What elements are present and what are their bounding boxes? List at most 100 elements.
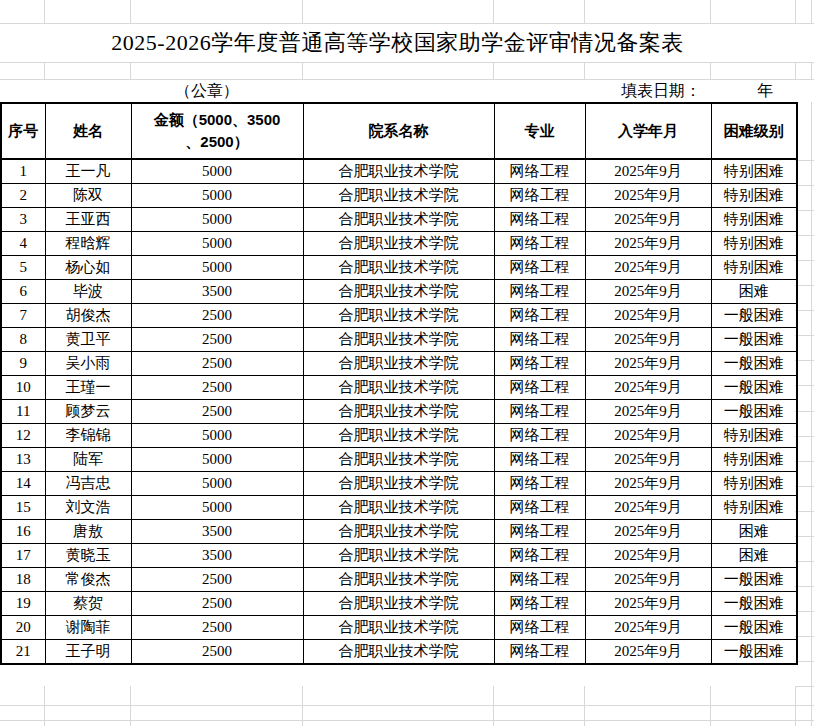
cell-level[interactable]: 困难 <box>711 280 797 304</box>
cell-amount[interactable]: 5000 <box>131 472 303 496</box>
cell-enroll[interactable]: 2025年9月 <box>585 568 711 592</box>
cell-dept[interactable]: 合肥职业技术学院 <box>303 159 494 184</box>
cell-dept[interactable]: 合肥职业技术学院 <box>303 304 494 328</box>
cell-level[interactable]: 特别困难 <box>711 159 797 184</box>
cell-no[interactable]: 14 <box>1 472 45 496</box>
column-header[interactable]: 困难级别 <box>711 103 797 159</box>
cell-major[interactable]: 网络工程 <box>494 328 585 352</box>
cell-enroll[interactable]: 2025年9月 <box>585 472 711 496</box>
cell-level[interactable]: 一般困难 <box>711 376 797 400</box>
cell-dept[interactable]: 合肥职业技术学院 <box>303 424 494 448</box>
cell-no[interactable]: 8 <box>1 328 45 352</box>
column-header[interactable]: 序号 <box>1 103 45 159</box>
cell-amount[interactable]: 5000 <box>131 159 303 184</box>
cell-amount[interactable]: 3500 <box>131 544 303 568</box>
cell-name[interactable]: 刘文浩 <box>45 496 131 520</box>
cell-no[interactable]: 18 <box>1 568 45 592</box>
cell-level[interactable]: 特别困难 <box>711 256 797 280</box>
cell-no[interactable]: 2 <box>1 184 45 208</box>
cell-dept[interactable]: 合肥职业技术学院 <box>303 544 494 568</box>
cell-no[interactable]: 15 <box>1 496 45 520</box>
cell-amount[interactable]: 3500 <box>131 520 303 544</box>
cell-major[interactable]: 网络工程 <box>494 159 585 184</box>
cell-level[interactable]: 特别困难 <box>711 424 797 448</box>
cell-enroll[interactable]: 2025年9月 <box>585 424 711 448</box>
cell-name[interactable]: 王亚西 <box>45 208 131 232</box>
cell-dept[interactable]: 合肥职业技术学院 <box>303 232 494 256</box>
cell-level[interactable]: 困难 <box>711 544 797 568</box>
cell-level[interactable]: 困难 <box>711 520 797 544</box>
cell-major[interactable]: 网络工程 <box>494 376 585 400</box>
cell-enroll[interactable]: 2025年9月 <box>585 520 711 544</box>
cell-no[interactable]: 17 <box>1 544 45 568</box>
column-header[interactable]: 入学年月 <box>585 103 711 159</box>
cell-enroll[interactable]: 2025年9月 <box>585 184 711 208</box>
cell-name[interactable]: 唐敖 <box>45 520 131 544</box>
cell-dept[interactable]: 合肥职业技术学院 <box>303 640 494 665</box>
cell-level[interactable]: 一般困难 <box>711 592 797 616</box>
cell-amount[interactable]: 2500 <box>131 304 303 328</box>
cell-enroll[interactable]: 2025年9月 <box>585 208 711 232</box>
cell-no[interactable]: 21 <box>1 640 45 665</box>
cell-dept[interactable]: 合肥职业技术学院 <box>303 280 494 304</box>
cell-name[interactable]: 王瑾一 <box>45 376 131 400</box>
cell-enroll[interactable]: 2025年9月 <box>585 592 711 616</box>
cell-level[interactable]: 一般困难 <box>711 568 797 592</box>
cell-major[interactable]: 网络工程 <box>494 400 585 424</box>
cell-dept[interactable]: 合肥职业技术学院 <box>303 568 494 592</box>
cell-enroll[interactable]: 2025年9月 <box>585 159 711 184</box>
cell-no[interactable]: 5 <box>1 256 45 280</box>
cell-amount[interactable]: 5000 <box>131 232 303 256</box>
cell-no[interactable]: 10 <box>1 376 45 400</box>
cell-no[interactable]: 16 <box>1 520 45 544</box>
cell-enroll[interactable]: 2025年9月 <box>585 448 711 472</box>
cell-enroll[interactable]: 2025年9月 <box>585 400 711 424</box>
cell-dept[interactable]: 合肥职业技术学院 <box>303 328 494 352</box>
column-header[interactable]: 姓名 <box>45 103 131 159</box>
cell-enroll[interactable]: 2025年9月 <box>585 352 711 376</box>
cell-level[interactable]: 一般困难 <box>711 400 797 424</box>
cell-major[interactable]: 网络工程 <box>494 520 585 544</box>
cell-name[interactable]: 常俊杰 <box>45 568 131 592</box>
cell-enroll[interactable]: 2025年9月 <box>585 232 711 256</box>
cell-amount[interactable]: 2500 <box>131 400 303 424</box>
cell-major[interactable]: 网络工程 <box>494 592 585 616</box>
cell-name[interactable]: 杨心如 <box>45 256 131 280</box>
cell-major[interactable]: 网络工程 <box>494 232 585 256</box>
cell-major[interactable]: 网络工程 <box>494 448 585 472</box>
cell-name[interactable]: 陆军 <box>45 448 131 472</box>
cell-dept[interactable]: 合肥职业技术学院 <box>303 184 494 208</box>
cell-name[interactable]: 毕波 <box>45 280 131 304</box>
cell-dept[interactable]: 合肥职业技术学院 <box>303 496 494 520</box>
cell-dept[interactable]: 合肥职业技术学院 <box>303 520 494 544</box>
cell-dept[interactable]: 合肥职业技术学院 <box>303 352 494 376</box>
cell-no[interactable]: 11 <box>1 400 45 424</box>
cell-enroll[interactable]: 2025年9月 <box>585 304 711 328</box>
cell-major[interactable]: 网络工程 <box>494 568 585 592</box>
cell-dept[interactable]: 合肥职业技术学院 <box>303 616 494 640</box>
cell-no[interactable]: 3 <box>1 208 45 232</box>
cell-level[interactable]: 一般困难 <box>711 640 797 665</box>
cell-amount[interactable]: 2500 <box>131 640 303 665</box>
cell-enroll[interactable]: 2025年9月 <box>585 376 711 400</box>
cell-major[interactable]: 网络工程 <box>494 304 585 328</box>
column-header[interactable]: 专业 <box>494 103 585 159</box>
cell-amount[interactable]: 5000 <box>131 424 303 448</box>
cell-no[interactable]: 9 <box>1 352 45 376</box>
cell-amount[interactable]: 2500 <box>131 568 303 592</box>
cell-level[interactable]: 特别困难 <box>711 208 797 232</box>
cell-no[interactable]: 1 <box>1 159 45 184</box>
cell-major[interactable]: 网络工程 <box>494 496 585 520</box>
cell-major[interactable]: 网络工程 <box>494 208 585 232</box>
cell-name[interactable]: 蔡贺 <box>45 592 131 616</box>
cell-major[interactable]: 网络工程 <box>494 352 585 376</box>
cell-major[interactable]: 网络工程 <box>494 616 585 640</box>
cell-name[interactable]: 顾梦云 <box>45 400 131 424</box>
cell-name[interactable]: 程晗辉 <box>45 232 131 256</box>
cell-enroll[interactable]: 2025年9月 <box>585 256 711 280</box>
cell-name[interactable]: 冯吉忠 <box>45 472 131 496</box>
cell-level[interactable]: 特别困难 <box>711 448 797 472</box>
cell-name[interactable]: 陈双 <box>45 184 131 208</box>
cell-amount[interactable]: 3500 <box>131 280 303 304</box>
cell-name[interactable]: 王子明 <box>45 640 131 665</box>
